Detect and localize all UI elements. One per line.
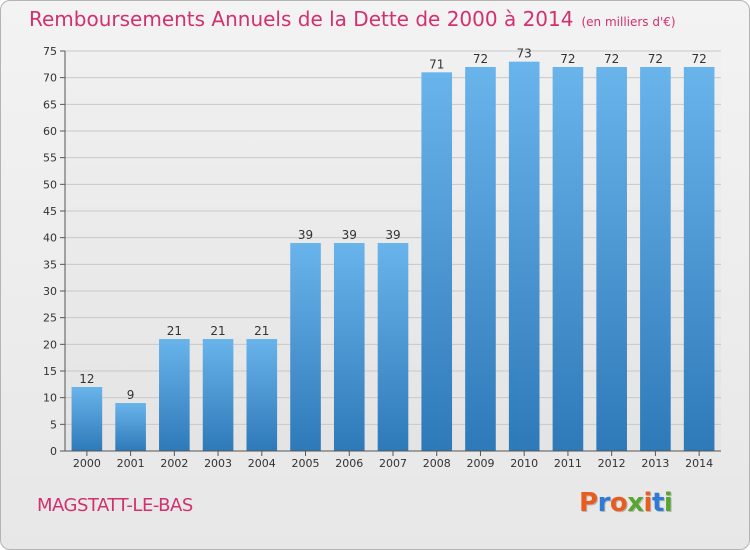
bar-2014 [683,67,715,451]
logo-letter: i [663,488,673,518]
logo-letter: r [597,488,611,518]
x-tick-label: 2003 [204,457,232,470]
x-tick-label: 2001 [117,457,145,470]
x-tick-label: 2002 [160,457,188,470]
y-tick-label: 40 [43,232,57,245]
y-tick-label: 15 [43,365,57,378]
chart-unit: (en milliers d'€) [581,15,676,29]
x-tick-label: 2000 [73,457,101,470]
x-tick-label: 2014 [685,457,713,470]
logo-letter: i [643,488,653,518]
logo-letter: t [651,488,664,518]
y-tick-label: 30 [43,285,57,298]
logo-letter: o [609,488,628,518]
y-tick-label: 20 [43,338,57,351]
y-tick-label: 75 [43,45,57,58]
bar-2010 [508,61,540,452]
y-tick-label: 5 [50,418,57,431]
bar-2002 [159,339,190,451]
x-tick-label: 2007 [379,457,407,470]
x-tick-label: 2004 [248,457,276,470]
proxiti-logo: Proxiti [579,488,673,518]
bar-2009 [465,67,496,451]
y-tick-label: 10 [43,392,57,405]
data-label: 72 [691,52,706,66]
data-label: 21 [210,324,225,338]
y-tick-label: 35 [43,258,57,271]
data-label: 71 [429,57,444,71]
x-tick-label: 2012 [598,457,626,470]
y-tick-label: 65 [43,98,57,111]
bar-2007 [377,243,409,451]
x-tick-label: 2006 [335,457,363,470]
y-tick-label: 0 [50,445,57,458]
x-tick-label: 2005 [292,457,320,470]
data-label: 21 [167,324,182,338]
bar-2000 [71,387,103,451]
chart-title: Remboursements Annuels de la Dette de 20… [29,7,676,31]
bar-2013 [640,67,671,451]
bar-2001 [115,403,146,451]
bar-2006 [333,243,365,451]
data-label: 72 [604,52,619,66]
x-tick-label: 2008 [423,457,451,470]
bar-2004 [246,339,278,451]
x-tick-label: 2011 [554,457,582,470]
bar-2011 [552,67,584,451]
bar-2003 [202,339,234,451]
y-tick-label: 25 [43,312,57,325]
chart-title-text: Remboursements Annuels de la Dette de 20… [29,7,574,31]
x-tick-label: 2009 [466,457,494,470]
logo-letter: x [627,488,644,518]
y-tick-label: 70 [43,72,57,85]
data-label: 21 [254,324,269,338]
data-label: 39 [385,228,400,242]
y-tick-label: 55 [43,152,57,165]
y-tick-label: 45 [43,205,57,218]
y-tick-label: 50 [43,178,57,191]
bar-2005 [290,243,321,451]
data-label: 39 [342,228,357,242]
bar-2008 [421,72,453,451]
data-label: 72 [648,52,663,66]
data-label: 73 [517,47,532,61]
data-label: 12 [79,372,94,386]
data-label: 72 [473,52,488,66]
x-tick-label: 2010 [510,457,538,470]
y-tick-label: 60 [43,125,57,138]
data-label: 9 [127,388,135,402]
bar-2012 [596,67,627,451]
x-tick-label: 2013 [641,457,669,470]
commune-name: MAGSTATT-LE-BAS [37,495,193,516]
data-label: 72 [560,52,575,66]
data-label: 39 [298,228,313,242]
logo-letter: P [579,488,598,518]
